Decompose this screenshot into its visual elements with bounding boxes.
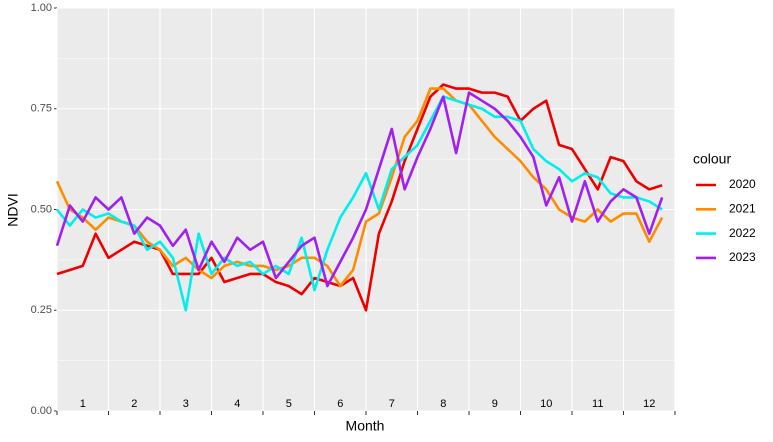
- legend-title: colour: [693, 151, 731, 167]
- x-tick-label: 3: [183, 398, 189, 410]
- x-tick-label: 1: [80, 398, 86, 410]
- x-tick-label: 4: [234, 398, 240, 410]
- x-tick-label: 6: [337, 398, 343, 410]
- y-tick-label: 0.75: [31, 103, 52, 115]
- legend-label: 2022: [729, 226, 756, 240]
- x-tick-label: 5: [286, 398, 292, 410]
- x-tick-label: 2: [131, 398, 137, 410]
- x-tick-label: 8: [440, 398, 446, 410]
- x-axis-label: Month: [346, 418, 385, 434]
- y-tick-label: 1.00: [31, 2, 52, 14]
- y-axis-label: NDVI: [5, 193, 21, 226]
- legend-label: 2021: [729, 201, 756, 215]
- line: [55, 91, 664, 288]
- y-tick-label: 0.50: [31, 203, 52, 215]
- x-tick-label: 7: [389, 398, 395, 410]
- y-tick-label: 0.00: [31, 405, 52, 417]
- legend-label: 2020: [729, 177, 756, 191]
- line: [55, 87, 664, 288]
- y-tick-label: 0.25: [31, 304, 52, 316]
- x-tick-label: 9: [492, 398, 498, 410]
- x-tick-label: 12: [643, 398, 655, 410]
- legend-label: 2023: [729, 250, 756, 264]
- line: [55, 95, 663, 312]
- x-tick-label: 11: [592, 398, 603, 410]
- x-tick-label: 10: [540, 398, 552, 410]
